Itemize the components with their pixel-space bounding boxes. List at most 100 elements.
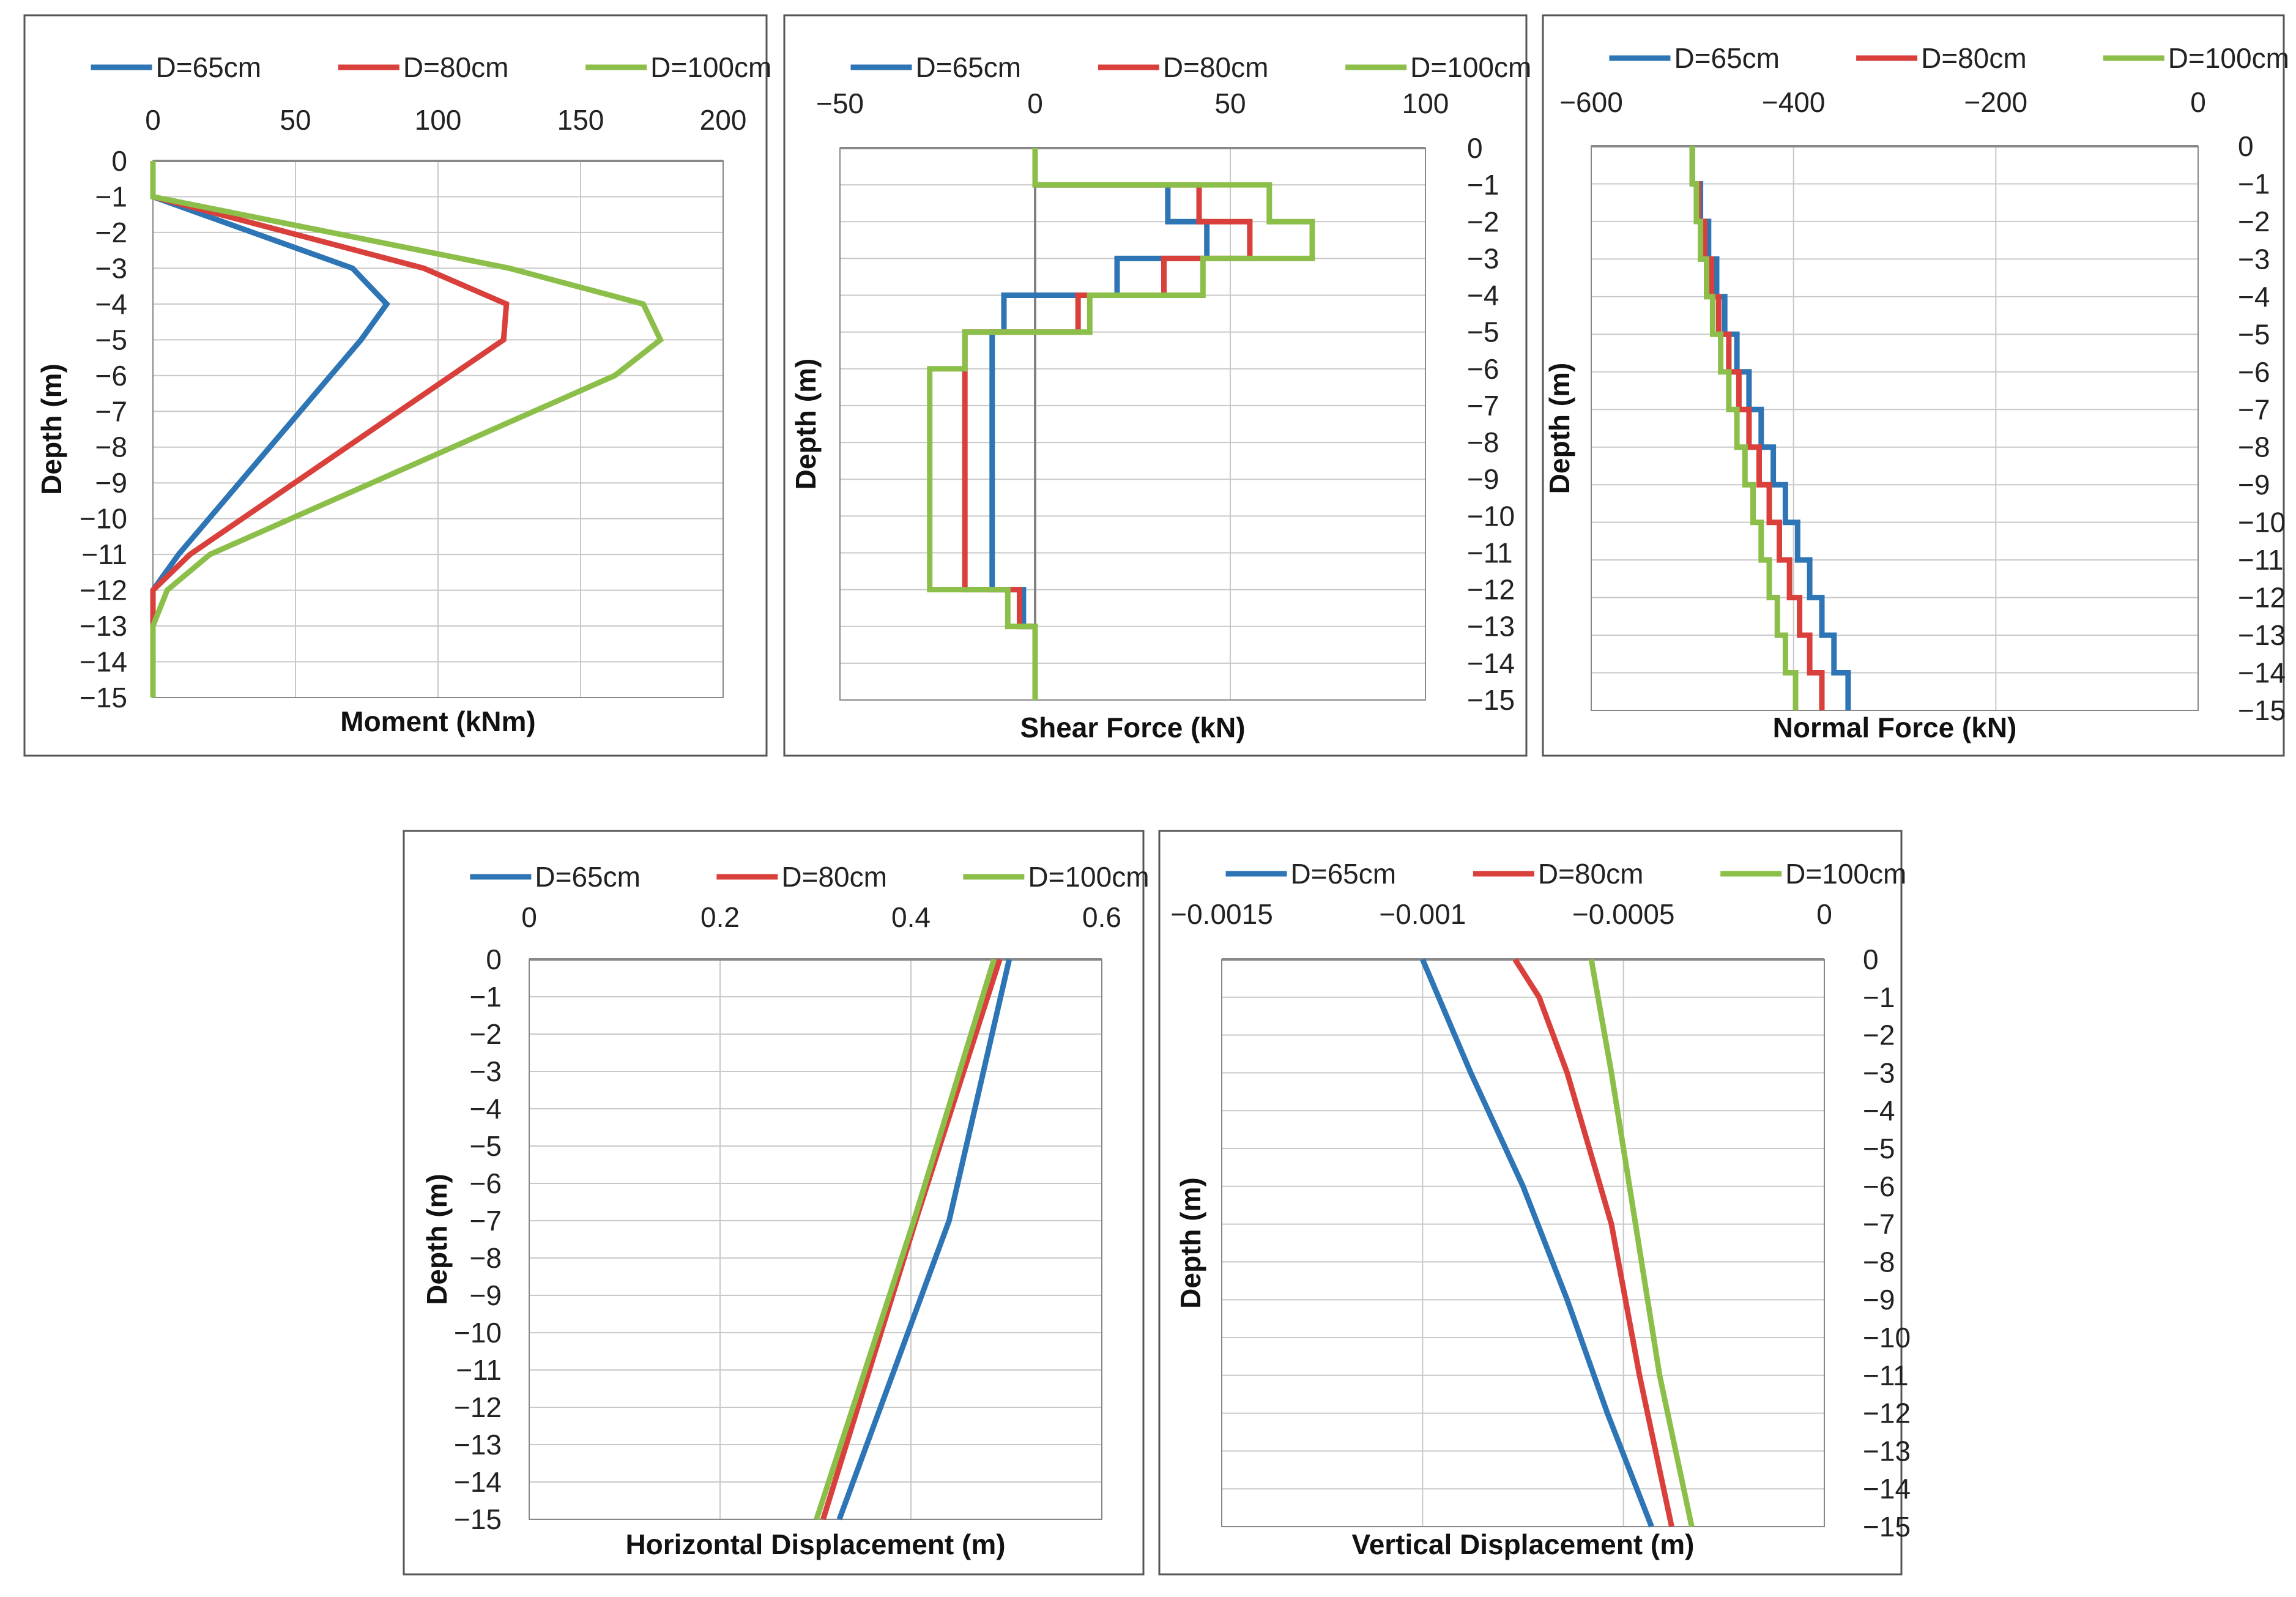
y-tick-label: −14 [1863, 1473, 1911, 1505]
y-tick-label: −11 [2238, 544, 2284, 576]
x-tick-label: 200 [700, 104, 747, 136]
series-line [1689, 146, 1799, 710]
chart-frame [23, 14, 768, 757]
legend-label: D=100cm [1028, 861, 1149, 893]
y-tick-label: −14 [454, 1466, 502, 1498]
y-tick-label: −5 [95, 324, 127, 356]
x-tick-label: −0.001 [1379, 898, 1466, 930]
y-tick-label: −8 [95, 431, 127, 463]
y-tick-label: −7 [470, 1205, 502, 1237]
y-tick-label: −7 [1467, 390, 1499, 422]
y-tick-label: −8 [2238, 431, 2270, 463]
legend-label: D=100cm [2168, 42, 2289, 74]
y-tick-label: −3 [1863, 1057, 1895, 1089]
y-tick-label: −8 [1863, 1246, 1895, 1278]
y-tick-label: −6 [1467, 353, 1499, 385]
y-tick-label: −4 [1467, 280, 1499, 311]
y-tick-label: −15 [1863, 1511, 1911, 1543]
y-tick-label: −4 [95, 288, 127, 320]
x-tick-label: −600 [1559, 86, 1623, 118]
y-tick-label: −9 [1467, 463, 1499, 495]
y-tick-label: −6 [2238, 356, 2270, 388]
x-tick-label: −200 [1964, 86, 2028, 118]
y-tick-label: −15 [80, 682, 127, 713]
y-tick-label: −11 [1863, 1360, 1909, 1391]
y-axis-title: Depth (m) [35, 363, 67, 495]
series-line [150, 161, 664, 698]
y-tick-label: −5 [1467, 316, 1499, 348]
x-tick-label: 50 [1214, 87, 1246, 119]
x-tick-label: −0.0005 [1572, 898, 1675, 930]
legend-label: D=100cm [1785, 858, 1906, 890]
x-axis-title: Normal Force (kN) [1773, 712, 2017, 743]
y-tick-label: −3 [1467, 242, 1499, 274]
y-tick-label: −5 [470, 1130, 502, 1162]
y-tick-label: −12 [80, 575, 127, 606]
legend-label: D=65cm [156, 51, 262, 83]
legend-label: D=80cm [1163, 51, 1269, 83]
y-tick-label: −4 [470, 1093, 502, 1125]
y-tick-label: −12 [1863, 1398, 1911, 1429]
x-tick-label: 100 [415, 104, 462, 136]
y-tick-label: −3 [95, 252, 127, 284]
series-line [836, 958, 1012, 1521]
y-tick-label: −7 [95, 395, 127, 427]
y-tick-label: −1 [1863, 981, 1895, 1013]
y-axis-title: Depth (m) [421, 1174, 453, 1305]
y-tick-label: −8 [1467, 426, 1499, 458]
series-line [150, 161, 510, 698]
series-line [1512, 958, 1674, 1527]
legend-label: D=100cm [650, 51, 771, 83]
x-tick-label: −50 [816, 87, 864, 119]
chart-normal: −600 −400 −200 00 −1 −2 −3 −4 −5 −6 −7 −8 −9 −10 −11 −1… [1542, 14, 2289, 757]
y-tick-label: −13 [80, 610, 127, 642]
y-tick-label: −15 [454, 1503, 502, 1535]
y-tick-label: 0 [1467, 132, 1483, 164]
y-tick-label: −9 [2238, 469, 2270, 501]
y-tick-label: 0 [486, 944, 502, 975]
y-tick-label: −2 [1467, 206, 1499, 237]
y-tick-label: −10 [1467, 500, 1515, 532]
y-tick-label: −6 [470, 1167, 502, 1199]
x-axis-title: Horizontal Displacement (m) [625, 1528, 1005, 1560]
x-tick-label: 100 [1402, 87, 1449, 119]
y-tick-label: −10 [1863, 1322, 1911, 1353]
x-tick-label: 0 [145, 104, 161, 136]
y-axis-title: Depth (m) [790, 359, 822, 490]
x-tick-label: 0 [1027, 87, 1043, 119]
y-tick-label: −12 [1467, 574, 1515, 606]
y-tick-label: −7 [2238, 393, 2270, 425]
y-tick-label: −10 [454, 1317, 502, 1349]
series-line [927, 148, 1315, 700]
legend-label: D=65cm [916, 51, 1022, 83]
y-tick-label: −15 [2238, 694, 2286, 726]
y-tick-label: −7 [1863, 1208, 1895, 1240]
x-tick-label: −0.0015 [1170, 898, 1273, 930]
legend-label: D=65cm [1674, 42, 1780, 74]
y-tick-label: 0 [1863, 944, 1879, 975]
chart-frame [783, 14, 1528, 757]
y-tick-label: −14 [1467, 647, 1515, 679]
y-tick-label: −13 [1467, 611, 1515, 642]
y-tick-label: −10 [2238, 507, 2286, 538]
x-tick-label: 0 [1816, 898, 1832, 930]
series-line [1588, 959, 1695, 1527]
y-tick-label: 0 [2238, 130, 2254, 162]
y-tick-label: −1 [95, 181, 127, 212]
x-tick-label: −400 [1762, 86, 1826, 118]
chart-vdisp: −0.0015 −0.001 −0.0005 00 −1 −2 −3 −4 −5 −6 −7 −8 −9… [1158, 830, 1911, 1576]
y-tick-label: −5 [2238, 318, 2270, 350]
y-tick-label: −2 [2238, 206, 2270, 237]
series-line [1420, 958, 1654, 1528]
y-tick-label: −1 [470, 981, 502, 1013]
x-tick-label: 0 [521, 901, 537, 933]
y-tick-label: −2 [470, 1018, 502, 1050]
y-tick-label: −9 [1863, 1284, 1895, 1316]
y-tick-label: −1 [1467, 169, 1499, 201]
chart-moment: 0 50 100 150 200 0 −1 −2 −3 −4 −5 −6−7 −8 −9 −10−11 −12… [23, 14, 771, 757]
y-tick-label: −14 [80, 646, 127, 678]
legend-label: D=65cm [1291, 858, 1397, 890]
y-tick-label: −6 [1863, 1171, 1895, 1202]
y-tick-label: −3 [2238, 243, 2270, 275]
